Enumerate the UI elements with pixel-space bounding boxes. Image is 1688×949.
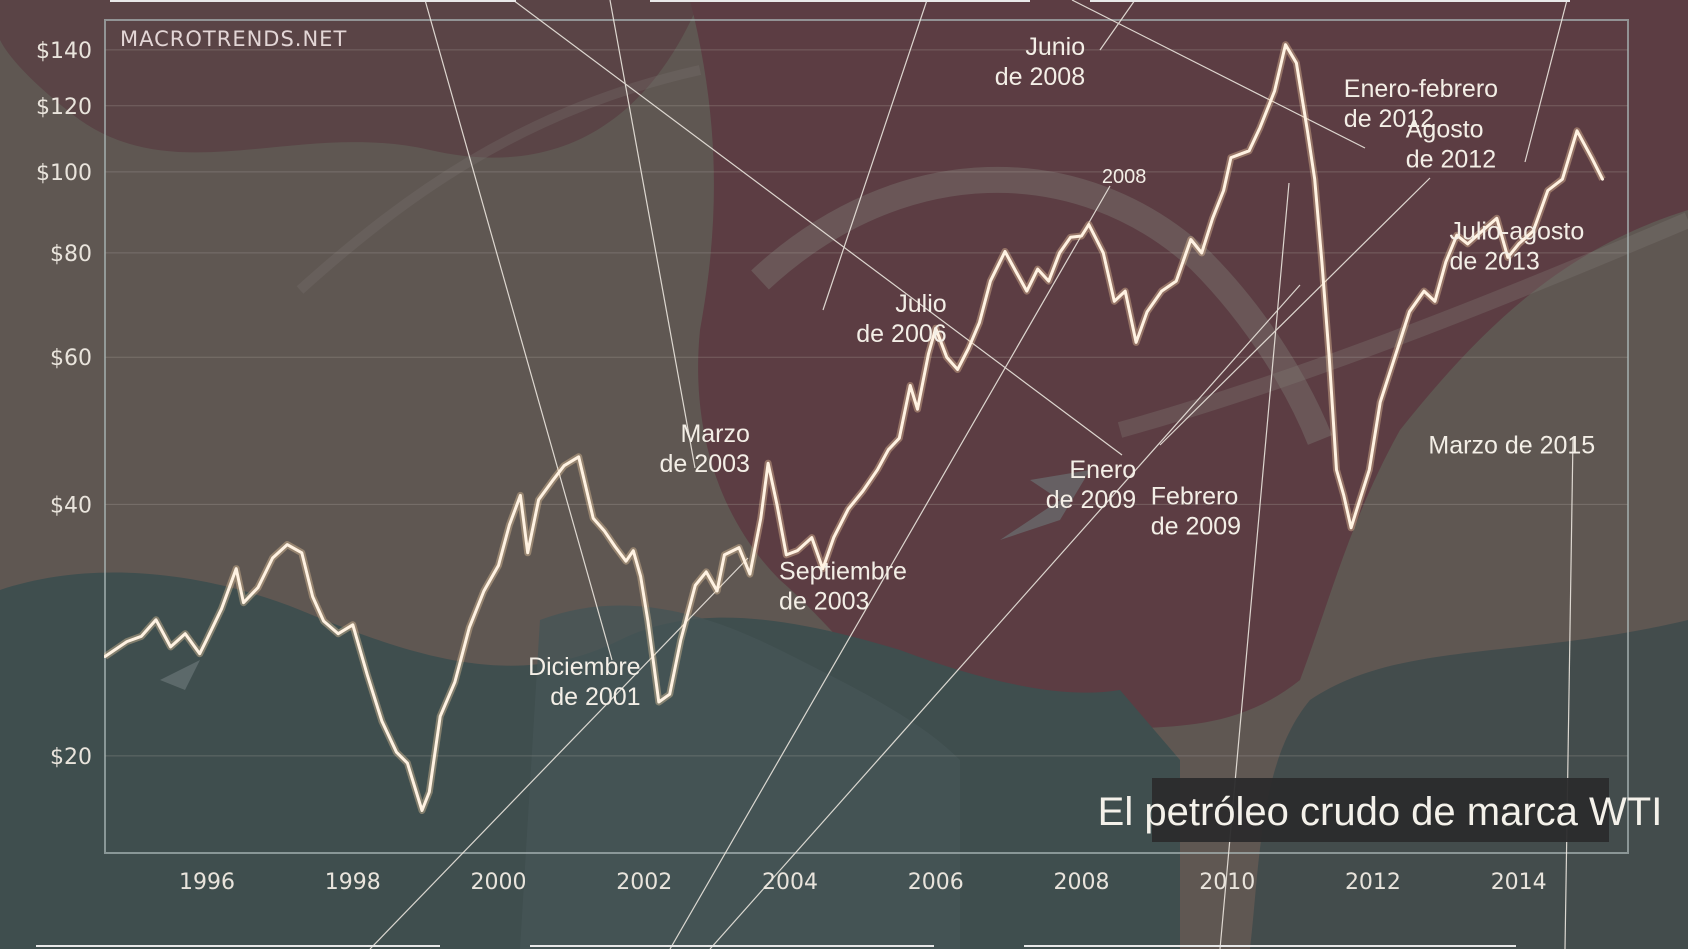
- x-tick-label: 2000: [471, 870, 527, 895]
- chart-title: El petróleo crudo de marca WTI: [1098, 790, 1663, 834]
- annotation-line: Marzo: [680, 420, 749, 448]
- x-tick-label: 2002: [616, 870, 672, 895]
- annotation-label: Julio de 2006: [856, 290, 946, 348]
- annotation-line: Septiembre: [779, 558, 907, 586]
- bottom-boxes: [36, 0, 1570, 947]
- annotation-line: Julio: [895, 290, 946, 318]
- grid-lines: [105, 49, 1628, 757]
- x-tick-label: 1996: [179, 870, 235, 895]
- annotation-line: Marzo de 2015: [1428, 432, 1595, 460]
- annotation-label: Julio-agosto de 2013: [1449, 218, 1584, 276]
- annotation-line: 2008: [1102, 166, 1147, 188]
- annotation-label: Enero de 2009: [1046, 456, 1136, 514]
- annotation-label: Junio de 2008: [995, 33, 1085, 91]
- annotation-line: Enero: [1069, 456, 1136, 484]
- y-tick-label: $100: [36, 161, 92, 186]
- annotation-label: Agosto de 2012: [1406, 115, 1496, 173]
- annotation-label: Diciembre de 2001: [528, 653, 641, 711]
- x-tick-label: 2006: [908, 870, 964, 895]
- annotation-line: de 2013: [1449, 248, 1539, 276]
- x-tick-label: 2012: [1345, 870, 1401, 895]
- x-tick-label: 2008: [1053, 870, 1109, 895]
- annotation-line: Julio-agosto: [1449, 218, 1584, 246]
- annotation-line: de 2012: [1344, 105, 1434, 133]
- y-tick-label: $20: [50, 745, 92, 770]
- annotation-line: de 2008: [995, 63, 1085, 91]
- annotation-line: Agosto: [1406, 115, 1484, 143]
- chart-title-box: El petróleo crudo de marca WTI: [1098, 778, 1663, 842]
- price-series: [104, 41, 1606, 814]
- annotation-label: Marzo de 2015: [1428, 432, 1595, 460]
- y-tick-label: $60: [50, 346, 92, 371]
- annotation-line: de 2003: [660, 450, 750, 478]
- annotation-label: Septiembre de 2003: [779, 558, 907, 616]
- price-line: [104, 43, 1604, 812]
- annotation-line: de 2006: [856, 320, 946, 348]
- annotation-line: Febrero: [1151, 482, 1239, 510]
- annotation-label: 2008: [1102, 166, 1147, 188]
- y-tick-label: $80: [50, 242, 92, 267]
- x-axis-ticks: 1996 1998 2000 2002 2004 2006 2008 2010 2012 2014: [179, 870, 1547, 895]
- annotation-line: de 2003: [779, 588, 869, 616]
- y-axis-ticks: $20 $40 $60 $80 $100 $120 $140: [36, 39, 92, 770]
- annotation-line: de 2009: [1151, 512, 1241, 540]
- leader-lines: [369, 0, 1574, 949]
- source-label: MACROTRENDS.NET: [120, 27, 347, 51]
- annotation-line: Junio: [1025, 33, 1085, 61]
- annotation-label: Marzo de 2003: [660, 420, 750, 478]
- y-tick-label: $120: [36, 95, 92, 120]
- annotation-line: de 2001: [550, 683, 640, 711]
- annotation-label: Febrero de 2009: [1151, 482, 1241, 540]
- x-tick-label: 2004: [762, 870, 818, 895]
- plot-area: [104, 19, 1629, 854]
- x-tick-label: 2014: [1491, 870, 1547, 895]
- annotation-line: de 2012: [1406, 145, 1496, 173]
- annotation-line: de 2009: [1046, 486, 1136, 514]
- annotation-line: Enero-febrero: [1344, 75, 1498, 103]
- y-tick-label: $140: [36, 39, 92, 64]
- y-tick-label: $40: [50, 493, 92, 518]
- annotation-label: Enero-febrero de 2012: [1344, 75, 1498, 133]
- annotation-line: Diciembre: [528, 653, 641, 681]
- x-tick-label: 1998: [325, 870, 381, 895]
